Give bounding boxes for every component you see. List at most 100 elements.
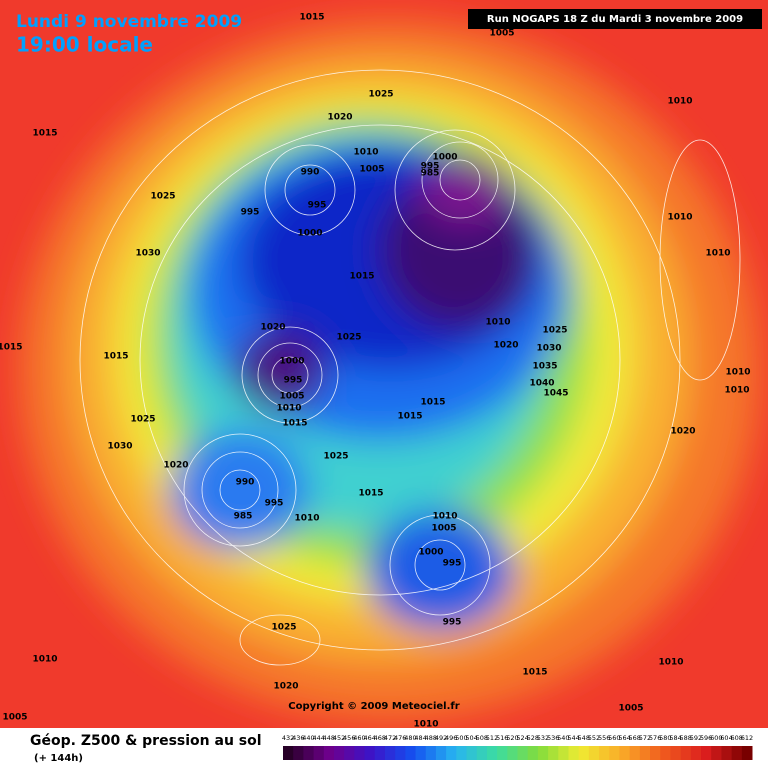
scale-swatch <box>527 746 539 760</box>
scale-swatch <box>619 746 631 760</box>
scale-swatch <box>680 746 692 760</box>
pressure-label: 1000 <box>279 357 304 367</box>
pressure-label: 1005 <box>279 392 304 402</box>
scale-swatch <box>558 746 569 760</box>
pressure-label: 1010 <box>658 658 683 668</box>
scale-label: 460 <box>353 734 365 742</box>
run-box <box>468 9 762 29</box>
scale-label: 476 <box>394 734 406 742</box>
pressure-label: 1010 <box>276 404 301 414</box>
scale-label: 512 <box>486 734 498 742</box>
scale-label: 588 <box>680 734 692 742</box>
scale-label: 436 <box>292 734 304 742</box>
scale-swatch <box>333 746 345 760</box>
scale-swatch <box>670 746 682 760</box>
run: Run NOGAPS 18 Z du Mardi 3 novembre 2009 <box>487 14 743 25</box>
scale-swatch <box>650 746 661 760</box>
pressure-label: 1015 <box>420 398 445 408</box>
scale-label: 564 <box>618 734 630 742</box>
scale-label: 576 <box>649 734 661 742</box>
scale-swatch <box>517 746 529 760</box>
pressure-label: 1010 <box>725 368 750 378</box>
scale-label: 456 <box>343 734 355 742</box>
scale-label: 612 <box>741 734 753 742</box>
pressure-label: 1040 <box>529 379 554 389</box>
scale-swatch <box>446 746 457 760</box>
scale-swatch <box>435 746 447 760</box>
scale-swatch <box>313 746 325 760</box>
scale-label: 504 <box>465 734 477 742</box>
legend-subtitle: (+ 144h) <box>34 753 83 764</box>
scale-label: 600 <box>710 734 722 742</box>
pressure-label: 1010 <box>667 213 692 223</box>
scale-label: 544 <box>567 734 579 742</box>
pressure-label: 1010 <box>724 386 749 396</box>
scale-label: 580 <box>659 734 671 742</box>
pressure-label: 1005 <box>618 704 643 714</box>
scale-swatch <box>721 746 733 760</box>
scale-swatch <box>293 746 304 760</box>
pressure-label: 990 <box>236 478 255 488</box>
scale-swatch <box>711 746 722 760</box>
scale-swatch <box>578 746 590 760</box>
scale-swatch <box>660 746 671 760</box>
pressure-label: 1005 <box>489 29 514 39</box>
pressure-label: 995 <box>308 201 327 211</box>
scale-label: 536 <box>547 734 559 742</box>
pressure-label: 1035 <box>532 362 557 372</box>
pressure-label: 1010 <box>432 512 457 522</box>
scale-swatch <box>731 746 743 760</box>
scale-label: 444 <box>312 734 324 742</box>
pressure-label: 1045 <box>543 389 568 399</box>
pressure-label: 1010 <box>485 318 510 328</box>
scale-swatch <box>741 746 753 760</box>
scale-swatch <box>364 746 376 760</box>
scale-label: 508 <box>476 734 488 742</box>
scale-label: 496 <box>445 734 457 742</box>
scale-swatch <box>354 746 366 760</box>
pressure-label: 990 <box>301 168 320 178</box>
pressure-labels: 1015 1005 1025 1020 1015 1010 1010 1005 990 995 10… <box>0 13 751 730</box>
scale-label: 584 <box>669 734 681 742</box>
pressure-label: 1000 <box>297 229 322 239</box>
scale-label: 472 <box>384 734 396 742</box>
scale-swatch <box>374 746 386 760</box>
scale-label: 608 <box>730 734 742 742</box>
pressure-label: 1030 <box>135 249 160 259</box>
scale-label: 592 <box>690 734 702 742</box>
scale-label: 604 <box>720 734 732 742</box>
scale-label: 528 <box>527 734 539 742</box>
pressure-label: 1010 <box>413 720 438 730</box>
pressure-label: 1015 <box>299 13 324 23</box>
scale-swatch <box>701 746 712 760</box>
pressure-label: 1020 <box>327 113 352 123</box>
scale-swatch <box>486 746 498 760</box>
scale-label: 548 <box>578 734 590 742</box>
scale-swatch <box>303 746 315 760</box>
pressure-label: 1025 <box>150 192 175 202</box>
pressure-label: 1005 <box>431 524 456 534</box>
scale-swatch <box>344 746 355 760</box>
pressure-label: 995 <box>241 208 260 218</box>
pressure-label: 1015 <box>358 489 383 499</box>
scale-label: 484 <box>414 734 426 742</box>
pressure-label: 1005 <box>2 713 27 723</box>
scale-label: 540 <box>557 734 569 742</box>
scale-label: 448 <box>323 734 335 742</box>
pressure-label: 1025 <box>336 333 361 343</box>
pressure-label: 1000 <box>418 548 443 558</box>
scale-label: 524 <box>516 734 528 742</box>
pressure-label: 995 <box>421 162 440 172</box>
pressure-label: 1020 <box>273 682 298 692</box>
date: Lundi 9 novembre 2009 <box>16 12 242 32</box>
scale-swatch <box>384 746 396 760</box>
copyright: Copyright © 2009 Meteociel.fr <box>288 701 459 712</box>
scale-label: 432 <box>282 734 294 742</box>
pressure-label: 995 <box>284 376 303 386</box>
pressure-label: 1015 <box>0 343 23 353</box>
scale-swatch <box>497 746 508 760</box>
scale-swatch <box>609 746 620 760</box>
scale-label: 568 <box>629 734 641 742</box>
scale-swatch <box>415 746 427 760</box>
